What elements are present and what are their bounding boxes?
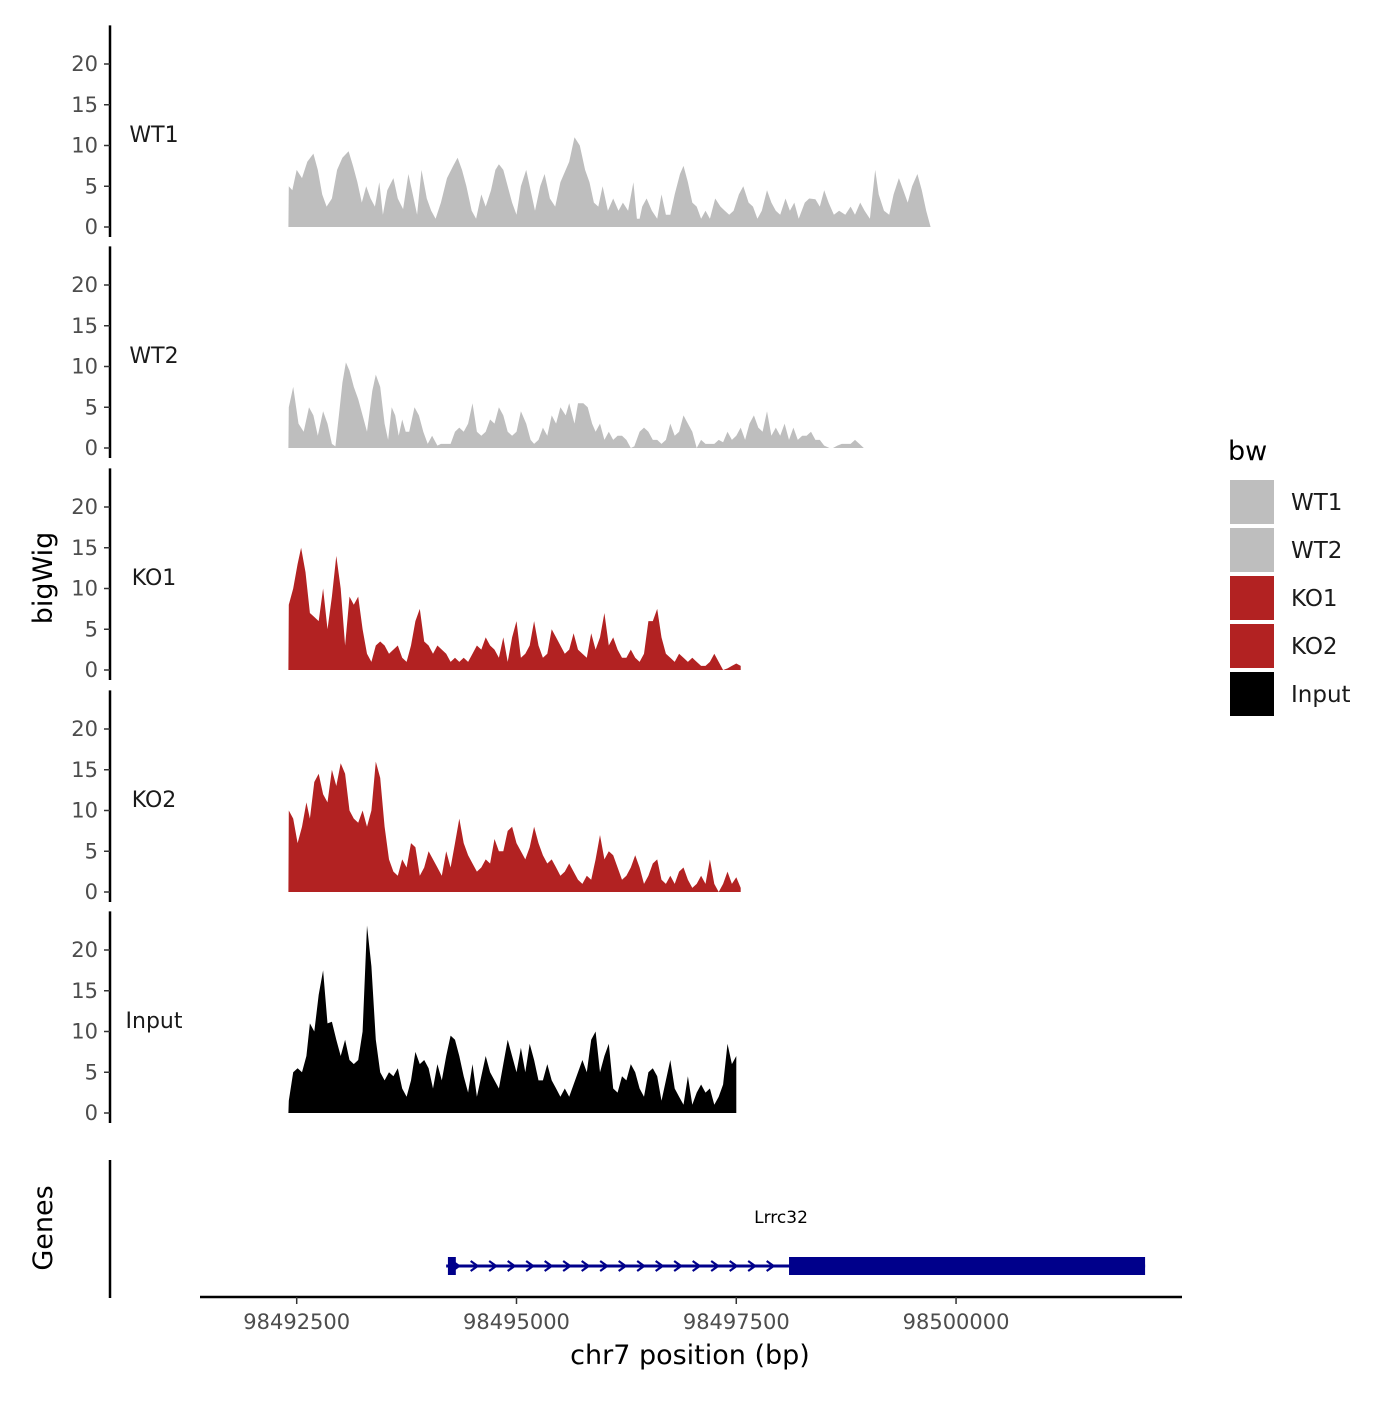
legend-label: KO2 — [1291, 634, 1338, 660]
track-ko1: 0 5 10 15 20 KO1 — [71, 468, 741, 682]
strand-arrow — [599, 1260, 610, 1272]
track-ko2: 0 5 10 15 20 KO2 — [71, 690, 741, 904]
y-tick-label: 20 — [71, 495, 98, 519]
y-tick-label: 20 — [71, 273, 98, 297]
gene-exon — [447, 1257, 456, 1275]
track-label-input: Input — [126, 1009, 183, 1034]
strand-arrow — [692, 1260, 702, 1272]
strand-arrow — [562, 1260, 573, 1272]
series-area-wt1 — [288, 137, 931, 227]
legend-swatch — [1230, 480, 1274, 524]
y-tick-label: 10 — [71, 134, 98, 158]
track-label-wt1: WT1 — [129, 123, 178, 148]
y-tick-label: 20 — [71, 717, 98, 741]
legend-entry-input: Input — [1230, 672, 1351, 716]
x-axis-title: chr7 position (bp) — [570, 1340, 810, 1371]
legend-swatch — [1230, 528, 1274, 572]
series-area-input — [288, 925, 737, 1113]
legend-label: WT1 — [1291, 490, 1342, 516]
legend-label: KO1 — [1291, 586, 1338, 612]
y-tick-label: 15 — [71, 314, 98, 338]
track-input: 0 5 10 15 20 Input — [71, 911, 737, 1125]
x-tick-label: 98492500 — [243, 1310, 350, 1334]
strand-arrow — [470, 1260, 480, 1272]
legend-entry-wt1: WT1 — [1230, 480, 1342, 524]
legend-entry-wt2: WT2 — [1230, 528, 1342, 572]
strand-arrow — [729, 1260, 739, 1272]
y-tick-label: 0 — [85, 436, 98, 460]
track-wt2: 0 5 10 15 20 WT2 — [71, 246, 877, 460]
y-tick-label: 15 — [71, 758, 98, 782]
track-label-wt2: WT2 — [129, 344, 178, 369]
legend-label: WT2 — [1291, 538, 1342, 564]
y-tick-label: 0 — [85, 215, 98, 239]
strand-arrow — [507, 1260, 517, 1272]
x-tick-label: 98500000 — [903, 1310, 1010, 1334]
gene-exon — [789, 1257, 1146, 1275]
y-tick-label: 5 — [85, 617, 98, 641]
x-tick-label: 98495000 — [463, 1310, 570, 1334]
y-tick-label: 5 — [85, 174, 98, 198]
gene-label: Lrrc32 — [754, 1208, 808, 1228]
strand-arrow — [581, 1260, 591, 1272]
y-axis-title: bigWig — [28, 532, 59, 625]
y-tick-label: 0 — [85, 880, 98, 904]
strand-arrow — [525, 1260, 536, 1272]
gene-lrrc32: Lrrc32 — [446, 1208, 1146, 1275]
legend-title: bw — [1228, 436, 1267, 467]
y-tick-label: 10 — [71, 355, 98, 379]
y-tick-label: 15 — [71, 93, 98, 117]
y-tick-label: 20 — [71, 52, 98, 76]
y-tick-label: 0 — [85, 1101, 98, 1125]
strand-arrow — [710, 1260, 721, 1272]
y-tick-label: 20 — [71, 938, 98, 962]
legend-swatch — [1230, 576, 1274, 620]
strand-arrow — [673, 1260, 684, 1272]
strand-arrow — [488, 1260, 499, 1272]
strand-arrow — [747, 1260, 758, 1272]
series-area-ko2 — [288, 761, 741, 892]
legend-entry-ko2: KO2 — [1230, 624, 1338, 668]
series-area-wt2 — [288, 362, 877, 448]
y-tick-label: 5 — [85, 395, 98, 419]
y-tick-label: 15 — [71, 979, 98, 1003]
track-wt1: 0 5 10 15 20 WT1 — [71, 25, 931, 239]
series-area-ko1 — [288, 547, 741, 670]
legend-swatch — [1230, 624, 1274, 668]
strand-arrow — [636, 1260, 647, 1272]
track-label-ko1: KO1 — [132, 566, 177, 591]
genes-track-title: Genes — [28, 1185, 59, 1270]
strand-arrow — [766, 1260, 776, 1272]
strand-arrow — [544, 1260, 554, 1272]
legend-swatch — [1230, 672, 1274, 716]
y-tick-label: 10 — [71, 1020, 98, 1044]
legend-label: Input — [1291, 682, 1351, 708]
x-tick-label: 98497500 — [683, 1310, 790, 1334]
y-tick-label: 10 — [71, 577, 98, 601]
y-tick-label: 0 — [85, 658, 98, 682]
y-tick-label: 15 — [71, 536, 98, 560]
strand-arrow — [618, 1260, 628, 1272]
strand-arrow — [655, 1260, 665, 1272]
y-tick-label: 5 — [85, 1060, 98, 1084]
y-tick-label: 5 — [85, 839, 98, 863]
legend-entry-ko1: KO1 — [1230, 576, 1338, 620]
y-tick-label: 10 — [71, 799, 98, 823]
track-label-ko2: KO2 — [132, 788, 177, 813]
